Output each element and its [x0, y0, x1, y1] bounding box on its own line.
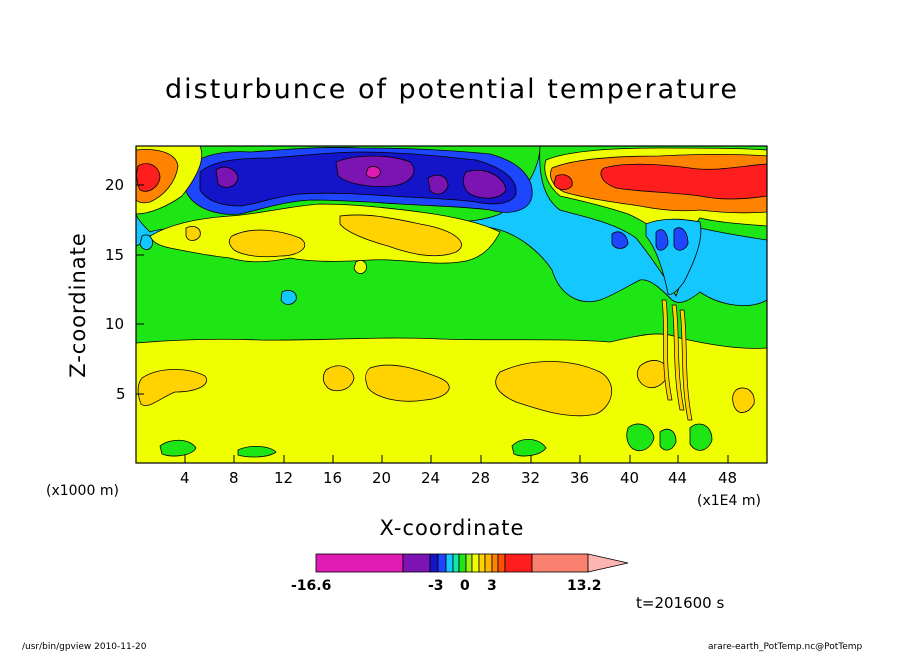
blob-green-bottom-1	[159, 439, 197, 457]
heatmap-field	[136, 146, 767, 463]
x-tick-label: 44	[668, 469, 688, 487]
cb-seg-14	[504, 553, 533, 573]
y-tick-label: 10	[105, 315, 125, 333]
warm-right-red	[600, 163, 767, 200]
colorbar-label: -3	[428, 578, 444, 594]
blob-cyan-left	[139, 234, 153, 250]
x-tick-label: 20	[372, 469, 392, 487]
x-tick-label: 12	[274, 469, 294, 487]
y-tick-label: 15	[105, 246, 125, 264]
blob-orange-3	[365, 364, 450, 402]
cb-seg-9	[471, 553, 480, 573]
chart-title: disturbunce of potential temperature	[165, 74, 739, 105]
blob-blue-right-3	[673, 227, 689, 251]
x-unit-left: (x1000 m)	[46, 483, 119, 499]
x-tick-label: 36	[570, 469, 590, 487]
footer-right: arare-earth_PotTemp.nc@PotTemp	[708, 642, 863, 652]
blob-orange-4	[495, 361, 613, 417]
band-yellow-lower	[136, 333, 767, 463]
blob-orange-upper-2	[339, 214, 462, 257]
blob-orange-1	[137, 369, 207, 406]
x-tick-label: 16	[323, 469, 343, 487]
x-tick-label: 28	[471, 469, 491, 487]
x-tick-label: 24	[421, 469, 441, 487]
cold-magenta-core	[365, 166, 381, 179]
striations	[661, 299, 693, 421]
blob-orange-6	[732, 387, 755, 413]
colorbar-label-min: -16.6	[291, 578, 332, 594]
cold-purple-3	[427, 174, 449, 195]
time-label: t=201600 s	[636, 594, 725, 612]
y-tick-label: 5	[116, 385, 126, 403]
cb-seg-11	[484, 553, 493, 573]
blob-green-bottom-4	[626, 423, 655, 452]
cb-seg-2	[402, 553, 431, 573]
blob-orange-2	[322, 365, 355, 392]
cb-arrow	[587, 553, 629, 573]
cb-seg-5	[445, 553, 454, 573]
plot-frame	[135, 145, 768, 464]
cb-seg-3	[429, 553, 439, 573]
blob-orange-upper-3	[185, 226, 201, 241]
axis-ticks	[136, 184, 729, 463]
x-tick-label: 48	[718, 469, 738, 487]
cb-seg-12	[491, 553, 499, 573]
x-tick-label: 8	[229, 469, 239, 487]
colorbar-label-max: 13.2	[567, 578, 602, 594]
blob-green-bottom-5	[659, 428, 677, 451]
x-tick-label: 32	[521, 469, 541, 487]
colorbar-label: 3	[487, 578, 497, 594]
blob-yellow-mid	[353, 260, 367, 274]
cb-seg-1	[315, 553, 404, 573]
blob-cyan-mid	[280, 290, 297, 305]
cb-seg-7	[458, 553, 467, 573]
colorbar-label: 0	[460, 578, 470, 594]
x-axis-label: X-coordinate	[379, 516, 525, 540]
footer-left: /usr/bin/gpview 2010-11-20	[22, 642, 147, 652]
cb-seg-15	[531, 553, 589, 573]
warm-right-red-2	[553, 174, 573, 190]
warm-left-red	[136, 163, 161, 192]
cold-purple-1	[215, 166, 239, 188]
blob-blue-right-2	[655, 229, 669, 251]
x-tick-label: 40	[620, 469, 640, 487]
colorbar	[315, 553, 629, 573]
x-tick-label: 4	[180, 469, 190, 487]
x-unit-right: (x1E4 m)	[697, 493, 761, 509]
blob-green-bottom-3	[511, 439, 547, 457]
blob-green-bottom-6	[689, 423, 713, 451]
blob-orange-upper-1	[228, 229, 306, 258]
blob-blue-right-1	[611, 231, 629, 249]
cb-seg-8	[465, 553, 473, 573]
blob-orange-5	[636, 360, 669, 388]
cb-seg-10	[478, 553, 486, 573]
cb-seg-6	[452, 553, 460, 573]
y-tick-label: 20	[105, 176, 125, 194]
y-axis-label: Z-coordinate	[66, 232, 90, 378]
cb-seg-13	[497, 553, 506, 573]
blob-green-bottom-2	[237, 446, 277, 458]
cb-seg-4	[437, 553, 447, 573]
cold-purple-4	[462, 169, 507, 199]
